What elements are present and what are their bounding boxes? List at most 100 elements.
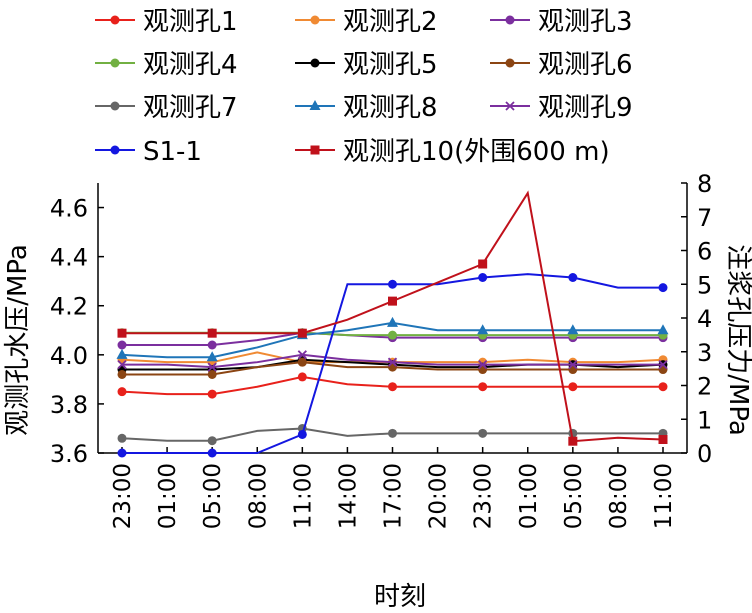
- legend-marker: [505, 15, 515, 25]
- data-point: [388, 362, 397, 372]
- data-point: [658, 382, 668, 392]
- data-point: [567, 324, 579, 335]
- data-point: [388, 428, 397, 438]
- legend-label: 观测孔3: [538, 7, 633, 37]
- y-right-tick-label: 5: [697, 271, 712, 299]
- y-right-tick-label: 7: [697, 204, 712, 232]
- x-axis-label: 时刻: [374, 582, 426, 612]
- x-tick-label: 08:00: [245, 463, 271, 529]
- legend-marker: [505, 58, 515, 68]
- legend-marker: [110, 101, 120, 111]
- data-point: [388, 382, 397, 392]
- y-right-tick-label: 0: [697, 440, 712, 468]
- data-point: [297, 357, 307, 367]
- series-7: [117, 423, 668, 446]
- legend-label: 观测孔8: [343, 93, 438, 123]
- data-point: [116, 348, 128, 359]
- data-point: [568, 365, 578, 375]
- data-point: [117, 359, 127, 370]
- data-point: [568, 436, 578, 446]
- legend-label: 观测孔1: [143, 7, 238, 37]
- y-left-tick-label: 4.6: [50, 195, 88, 223]
- data-point: [117, 448, 127, 458]
- legend-marker: [310, 145, 320, 155]
- data-point: [207, 436, 217, 446]
- series-1: [117, 372, 668, 399]
- y-axis-left-label: 观测孔水压/MPa: [3, 244, 33, 436]
- data-point: [117, 387, 127, 397]
- y-right-tick-label: 3: [697, 339, 712, 367]
- x-tick-label: 05:00: [200, 463, 226, 529]
- data-point: [478, 273, 488, 282]
- data-point: [388, 330, 397, 340]
- legend-item: 观测孔4: [95, 50, 238, 80]
- data-point: [478, 259, 488, 269]
- y-right-tick-label: 6: [697, 238, 712, 266]
- data-point: [658, 359, 668, 370]
- y-left-tick-label: 4.4: [50, 244, 88, 272]
- legend-item: 观测孔7: [95, 93, 238, 123]
- series-9: [117, 350, 668, 372]
- legend-marker: [505, 101, 515, 111]
- y-axis-right-label: 注浆孔压力/MPa: [723, 244, 752, 436]
- series-11: [117, 190, 668, 446]
- data-point: [658, 435, 668, 444]
- legend-item: 观测孔2: [295, 7, 438, 37]
- data-point: [477, 324, 489, 335]
- y-right-tick-label: 8: [697, 170, 712, 198]
- series-lines: [116, 190, 669, 458]
- legend-label: 观测孔2: [343, 7, 438, 37]
- legend-label: 观测孔6: [538, 50, 633, 80]
- data-point: [297, 429, 307, 439]
- data-point: [478, 428, 488, 438]
- x-tick-label: 23:00: [110, 463, 136, 529]
- legend-marker: [110, 145, 120, 155]
- series-10: [117, 273, 668, 458]
- y-left-tick-label: 3.6: [50, 440, 88, 468]
- data-point: [297, 328, 307, 338]
- legend-label: 观测孔4: [143, 50, 238, 80]
- data-point: [117, 369, 127, 379]
- data-point: [207, 448, 217, 458]
- legend-item: 观测孔6: [490, 50, 633, 80]
- data-point: [658, 365, 668, 375]
- legend-item: 观测孔8: [295, 93, 438, 123]
- data-point: [207, 340, 217, 350]
- data-point: [117, 433, 127, 443]
- data-point: [387, 357, 398, 367]
- x-tick-label: 08:00: [606, 463, 632, 529]
- y-right-tick-label: 2: [697, 373, 712, 401]
- x-tick-label: 01:00: [155, 463, 181, 529]
- legend-item: 观测孔1: [95, 7, 238, 37]
- y-right-tick-label: 4: [697, 305, 712, 333]
- data-point: [478, 365, 488, 375]
- data-point: [388, 279, 397, 289]
- data-point: [658, 283, 668, 293]
- data-point: [297, 372, 307, 382]
- legend-label: 观测孔10(外围600 m): [343, 137, 610, 167]
- data-point: [478, 359, 488, 370]
- legend-item: 观测孔5: [295, 50, 438, 80]
- x-tick-label: 01:00: [516, 463, 542, 529]
- x-tick-label: 11:00: [651, 463, 677, 529]
- x-tick-label: 11:00: [290, 463, 316, 529]
- data-point: [568, 359, 578, 370]
- axes: 3.6 3.8 4.0 4.2 4.4 4.6 0 1 2 3 4 5 6 7 8 23:00 01:00 05:…: [50, 170, 712, 529]
- x-tick-label: 05:00: [561, 463, 587, 529]
- data-point: [568, 382, 578, 392]
- x-tick-label: 14:00: [335, 463, 361, 529]
- legend-label: 观测孔9: [538, 93, 633, 123]
- data-point: [207, 328, 217, 338]
- data-point: [117, 340, 127, 350]
- data-point: [297, 350, 307, 360]
- y-left-tick-label: 4.0: [50, 342, 88, 370]
- legend-label: 观测孔5: [343, 50, 438, 80]
- legend-marker: [110, 15, 120, 25]
- legend-item: S1-1: [95, 137, 202, 167]
- data-point: [568, 273, 578, 282]
- legend: 观测孔1 观测孔2 观测孔3 观测孔4 观测孔5 观测孔6 观测孔7 观测孔8 观测孔9 S1-1…: [95, 7, 633, 167]
- legend-marker: [110, 58, 120, 68]
- data-point: [117, 328, 127, 338]
